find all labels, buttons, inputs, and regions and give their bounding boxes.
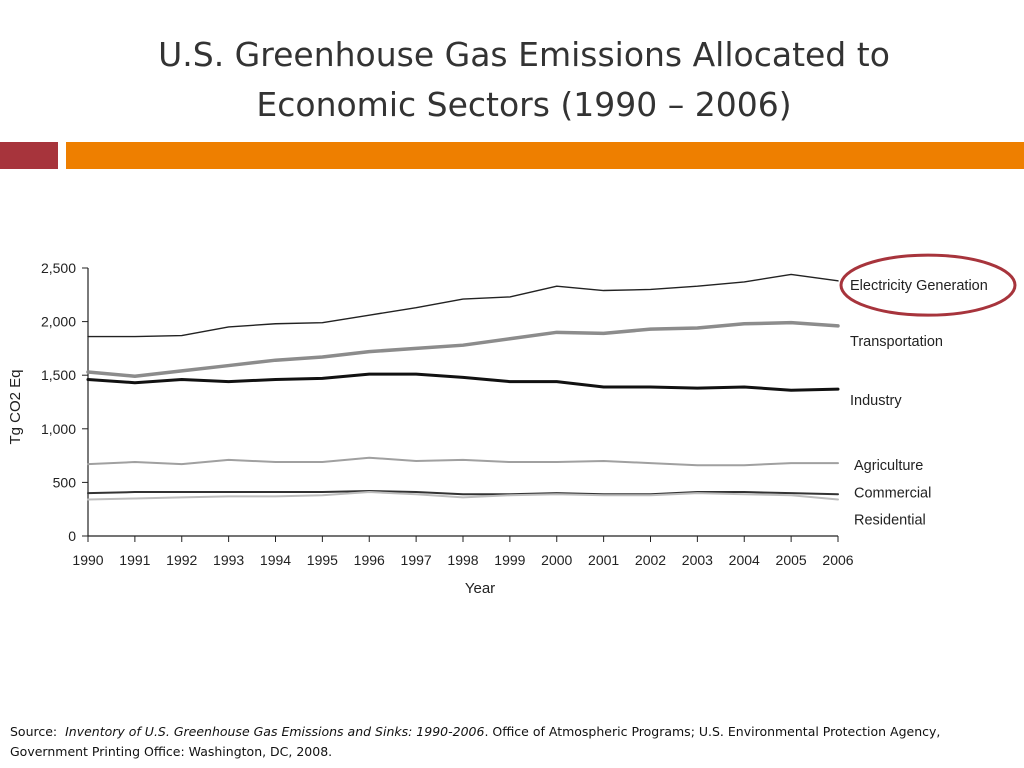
series-label-agriculture: Agriculture — [854, 458, 923, 474]
x-tick-label: 1994 — [260, 552, 291, 568]
x-tick-label: 1993 — [213, 552, 244, 568]
source-title: Inventory of U.S. Greenhouse Gas Emissio… — [65, 724, 485, 739]
x-tick-label: 2001 — [588, 552, 619, 568]
x-tick-label: 2005 — [776, 552, 807, 568]
y-tick-label: 2,500 — [41, 260, 76, 276]
x-tick-label: 2003 — [682, 552, 713, 568]
slide-title-line1: U.S. Greenhouse Gas Emissions Allocated … — [158, 35, 890, 74]
series-label-industry: Industry — [850, 393, 902, 409]
series-line-industry — [86, 372, 840, 392]
highlight-circle — [839, 253, 1017, 317]
x-tick-label: 1999 — [494, 552, 525, 568]
series-label-electricity-generation: Electricity Generation — [850, 278, 988, 294]
series-line-commercial — [87, 489, 839, 496]
x-tick-label: 1996 — [354, 552, 385, 568]
y-tick-label: 1,500 — [41, 367, 76, 383]
emissions-chart: 0 500 1,000 1,500 2,000 2,500 1990 1991 1992 1993… — [7, 253, 1017, 597]
series-line-electricity-generation — [87, 273, 839, 338]
x-tick-label: 2002 — [635, 552, 666, 568]
series-label-transportation: Transportation — [850, 334, 943, 350]
series-line-agriculture — [87, 456, 839, 467]
series-label-residential: Residential — [854, 512, 926, 528]
x-tick-label: 1997 — [401, 552, 432, 568]
source-footer: Source: Inventory of U.S. Greenhouse Gas… — [10, 722, 1020, 762]
title-divider-orange — [66, 142, 1024, 169]
source-label: Source: — [10, 724, 58, 739]
x-tick-label: 2006 — [822, 552, 853, 568]
series-label-commercial: Commercial — [854, 486, 931, 502]
x-tick-label: 1990 — [72, 552, 103, 568]
x-axis-label: Year — [465, 580, 495, 597]
x-tick-label: 1992 — [166, 552, 197, 568]
x-tick-label: 2004 — [729, 552, 760, 568]
x-tick-label: 1991 — [119, 552, 150, 568]
y-tick-label: 0 — [68, 528, 76, 544]
x-tick-label: 2000 — [541, 552, 572, 568]
y-tick-label: 2,000 — [41, 314, 76, 330]
y-axis-label: Tg CO2 Eq — [7, 369, 24, 444]
y-tick-label: 1,000 — [41, 421, 76, 437]
series-line-residential — [87, 491, 839, 501]
slide-title: U.S. Greenhouse Gas Emissions Allocated … — [0, 30, 1024, 130]
x-tick-label: 1995 — [307, 552, 338, 568]
x-tick-label: 1998 — [447, 552, 478, 568]
series-line-transportation — [86, 320, 840, 379]
source-rest: . Office of Atmospheric Programs; U.S. E… — [484, 724, 941, 739]
source-line2: Government Printing Office: Washington, … — [10, 744, 333, 759]
y-tick-label: 500 — [53, 474, 77, 490]
slide-title-line2: Economic Sectors (1990 – 2006) — [256, 85, 792, 124]
title-divider-red — [0, 142, 58, 169]
